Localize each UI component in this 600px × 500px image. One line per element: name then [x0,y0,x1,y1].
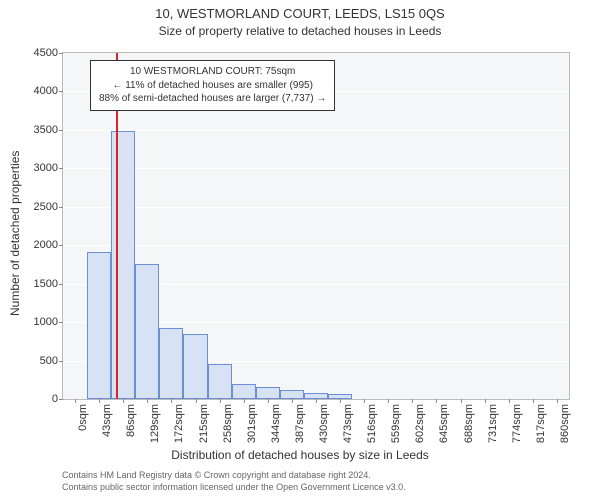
y-tick-label: 1000 [8,316,58,328]
y-tick-label: 4000 [8,85,58,97]
y-tick-label: 2000 [8,239,58,251]
y-tick-mark [59,91,63,92]
x-tick-label: 172sqm [173,404,185,444]
histogram-bar [111,131,135,399]
x-tick-label: 86sqm [125,404,137,444]
annotation-line: 10 WESTMORLAND COURT: 75sqm [99,65,326,79]
y-tick-mark [59,207,63,208]
gridline [63,168,569,169]
y-axis-label: Number of detached properties [8,151,22,316]
histogram-bar [159,328,183,399]
histogram-bar [183,334,207,399]
chart-title: 10, WESTMORLAND COURT, LEEDS, LS15 0QS [0,6,600,21]
x-tick-label: 215sqm [198,404,210,444]
credits: Contains HM Land Registry data © Crown c… [62,470,406,493]
y-tick-label: 500 [8,355,58,367]
histogram-bar [208,364,232,399]
x-tick-label: 774sqm [511,404,523,444]
histogram-bar [232,384,256,399]
y-tick-label: 1500 [8,278,58,290]
histogram-bar [256,387,280,399]
y-tick-label: 4500 [8,47,58,59]
y-tick-mark [59,322,63,323]
x-tick-label: 516sqm [366,404,378,444]
chart-subtitle: Size of property relative to detached ho… [0,24,600,38]
figure: 10, WESTMORLAND COURT, LEEDS, LS15 0QS S… [0,0,600,500]
histogram-bar [280,390,304,399]
annotation-line: 88% of semi-detached houses are larger (… [99,92,326,106]
y-tick-mark [59,361,63,362]
y-tick-label: 3500 [8,124,58,136]
x-tick-label: 602sqm [414,404,426,444]
x-tick-label: 129sqm [149,404,161,444]
annotation-box: 10 WESTMORLAND COURT: 75sqm← 11% of deta… [90,60,335,111]
x-tick-label: 43sqm [101,404,113,444]
y-tick-mark [59,284,63,285]
x-tick-label: 559sqm [390,404,402,444]
y-tick-label: 3000 [8,162,58,174]
x-tick-label: 731sqm [487,404,499,444]
x-tick-label: 301sqm [246,404,258,444]
x-tick-label: 0sqm [77,404,89,444]
x-axis-label: Distribution of detached houses by size … [0,448,600,462]
y-tick-label: 0 [8,393,58,405]
credit-line: Contains HM Land Registry data © Crown c… [62,470,406,482]
x-tick-label: 688sqm [463,404,475,444]
histogram-bar [87,252,111,399]
y-tick-mark [59,168,63,169]
y-tick-label: 2500 [8,201,58,213]
gridline [63,245,569,246]
y-tick-mark [59,130,63,131]
y-tick-mark [59,53,63,54]
x-tick-label: 258sqm [222,404,234,444]
histogram-bar [135,264,159,399]
gridline [63,207,569,208]
x-tick-label: 344sqm [270,404,282,444]
x-tick-label: 860sqm [559,404,571,444]
x-ticks: 0sqm 43sqm 86sqm 129sqm 172sqm 215sqm 258sqm 30… [62,400,570,448]
gridline [63,130,569,131]
x-tick-label: 645sqm [438,404,450,444]
x-tick-label: 817sqm [535,404,547,444]
credit-line: Contains public sector information licen… [62,482,406,494]
annotation-line: ← 11% of detached houses are smaller (99… [99,79,326,93]
x-tick-label: 387sqm [294,404,306,444]
y-tick-mark [59,245,63,246]
x-tick-label: 430sqm [318,404,330,444]
x-tick-label: 473sqm [342,404,354,444]
